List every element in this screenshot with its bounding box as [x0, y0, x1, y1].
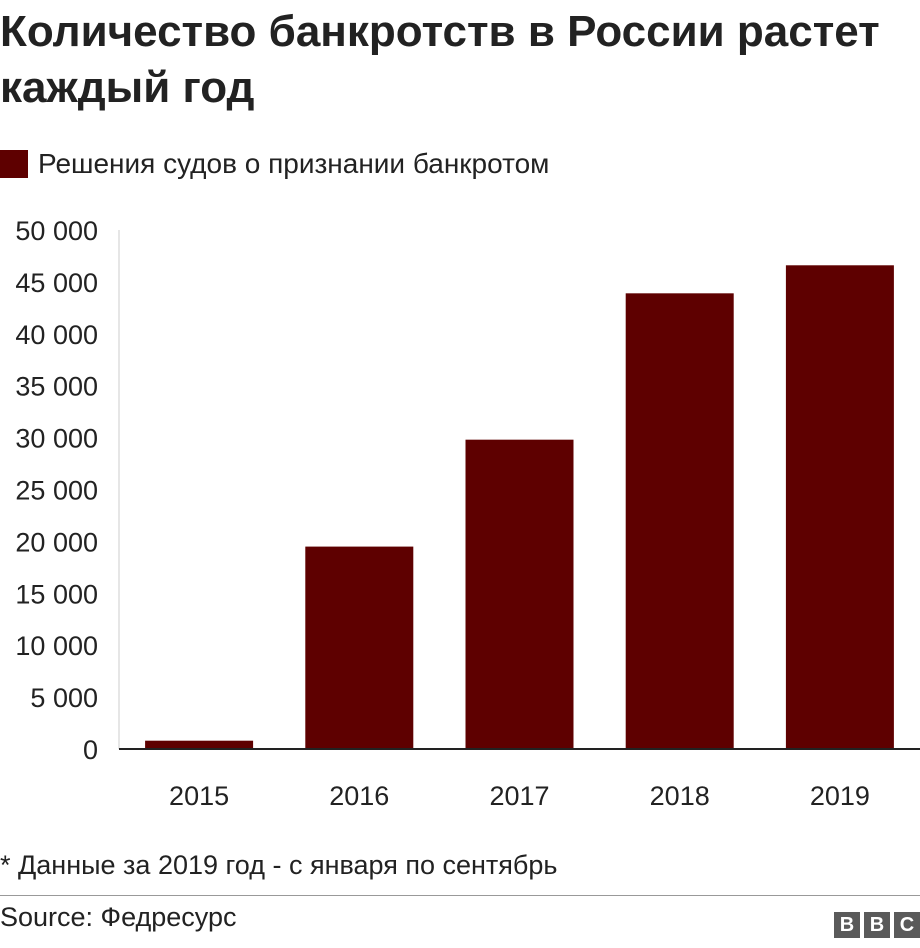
y-tick-label: 5 000 — [30, 683, 98, 713]
y-tick-label: 40 000 — [15, 320, 98, 350]
y-tick-label: 45 000 — [15, 268, 98, 298]
legend-swatch — [0, 150, 28, 178]
y-tick-label: 20 000 — [15, 527, 98, 557]
y-tick-label: 50 000 — [15, 216, 98, 246]
bar — [305, 546, 414, 749]
x-tick-label: 2018 — [650, 781, 710, 811]
bbc-logo-block: C — [894, 912, 920, 938]
bbc-logo: B B C — [834, 912, 920, 938]
bar-chart: 0 5 000 10 000 15 000 20 000 25 000 30 000 35 0… — [15, 216, 920, 811]
legend-label: Решения судов о признании банкротом — [38, 148, 550, 179]
y-tick-label: 15 000 — [15, 579, 98, 609]
y-tick-label: 25 000 — [15, 476, 98, 506]
footnote: * Данные за 2019 год - с января по сентя… — [0, 850, 558, 880]
chart-title: Количество банкротств в России растет ка… — [0, 7, 880, 112]
x-tick-label: 2017 — [489, 781, 549, 811]
bar — [145, 740, 254, 749]
bar — [465, 439, 574, 749]
footer-divider — [0, 895, 920, 896]
y-tick-label: 35 000 — [15, 372, 98, 402]
y-tick-label: 0 — [83, 735, 98, 765]
x-tick-label: 2019 — [810, 781, 870, 811]
source-note: Source: Федресурс — [0, 902, 237, 932]
y-tick-label: 10 000 — [15, 631, 98, 661]
bar — [625, 293, 734, 749]
x-tick-label: 2016 — [329, 781, 389, 811]
bar — [785, 265, 894, 749]
y-tick-label: 30 000 — [15, 424, 98, 454]
x-tick-label: 2015 — [169, 781, 229, 811]
bbc-logo-block: B — [834, 912, 860, 938]
bbc-logo-block: B — [864, 912, 890, 938]
legend: Решения судов о признании банкротом — [0, 146, 549, 182]
